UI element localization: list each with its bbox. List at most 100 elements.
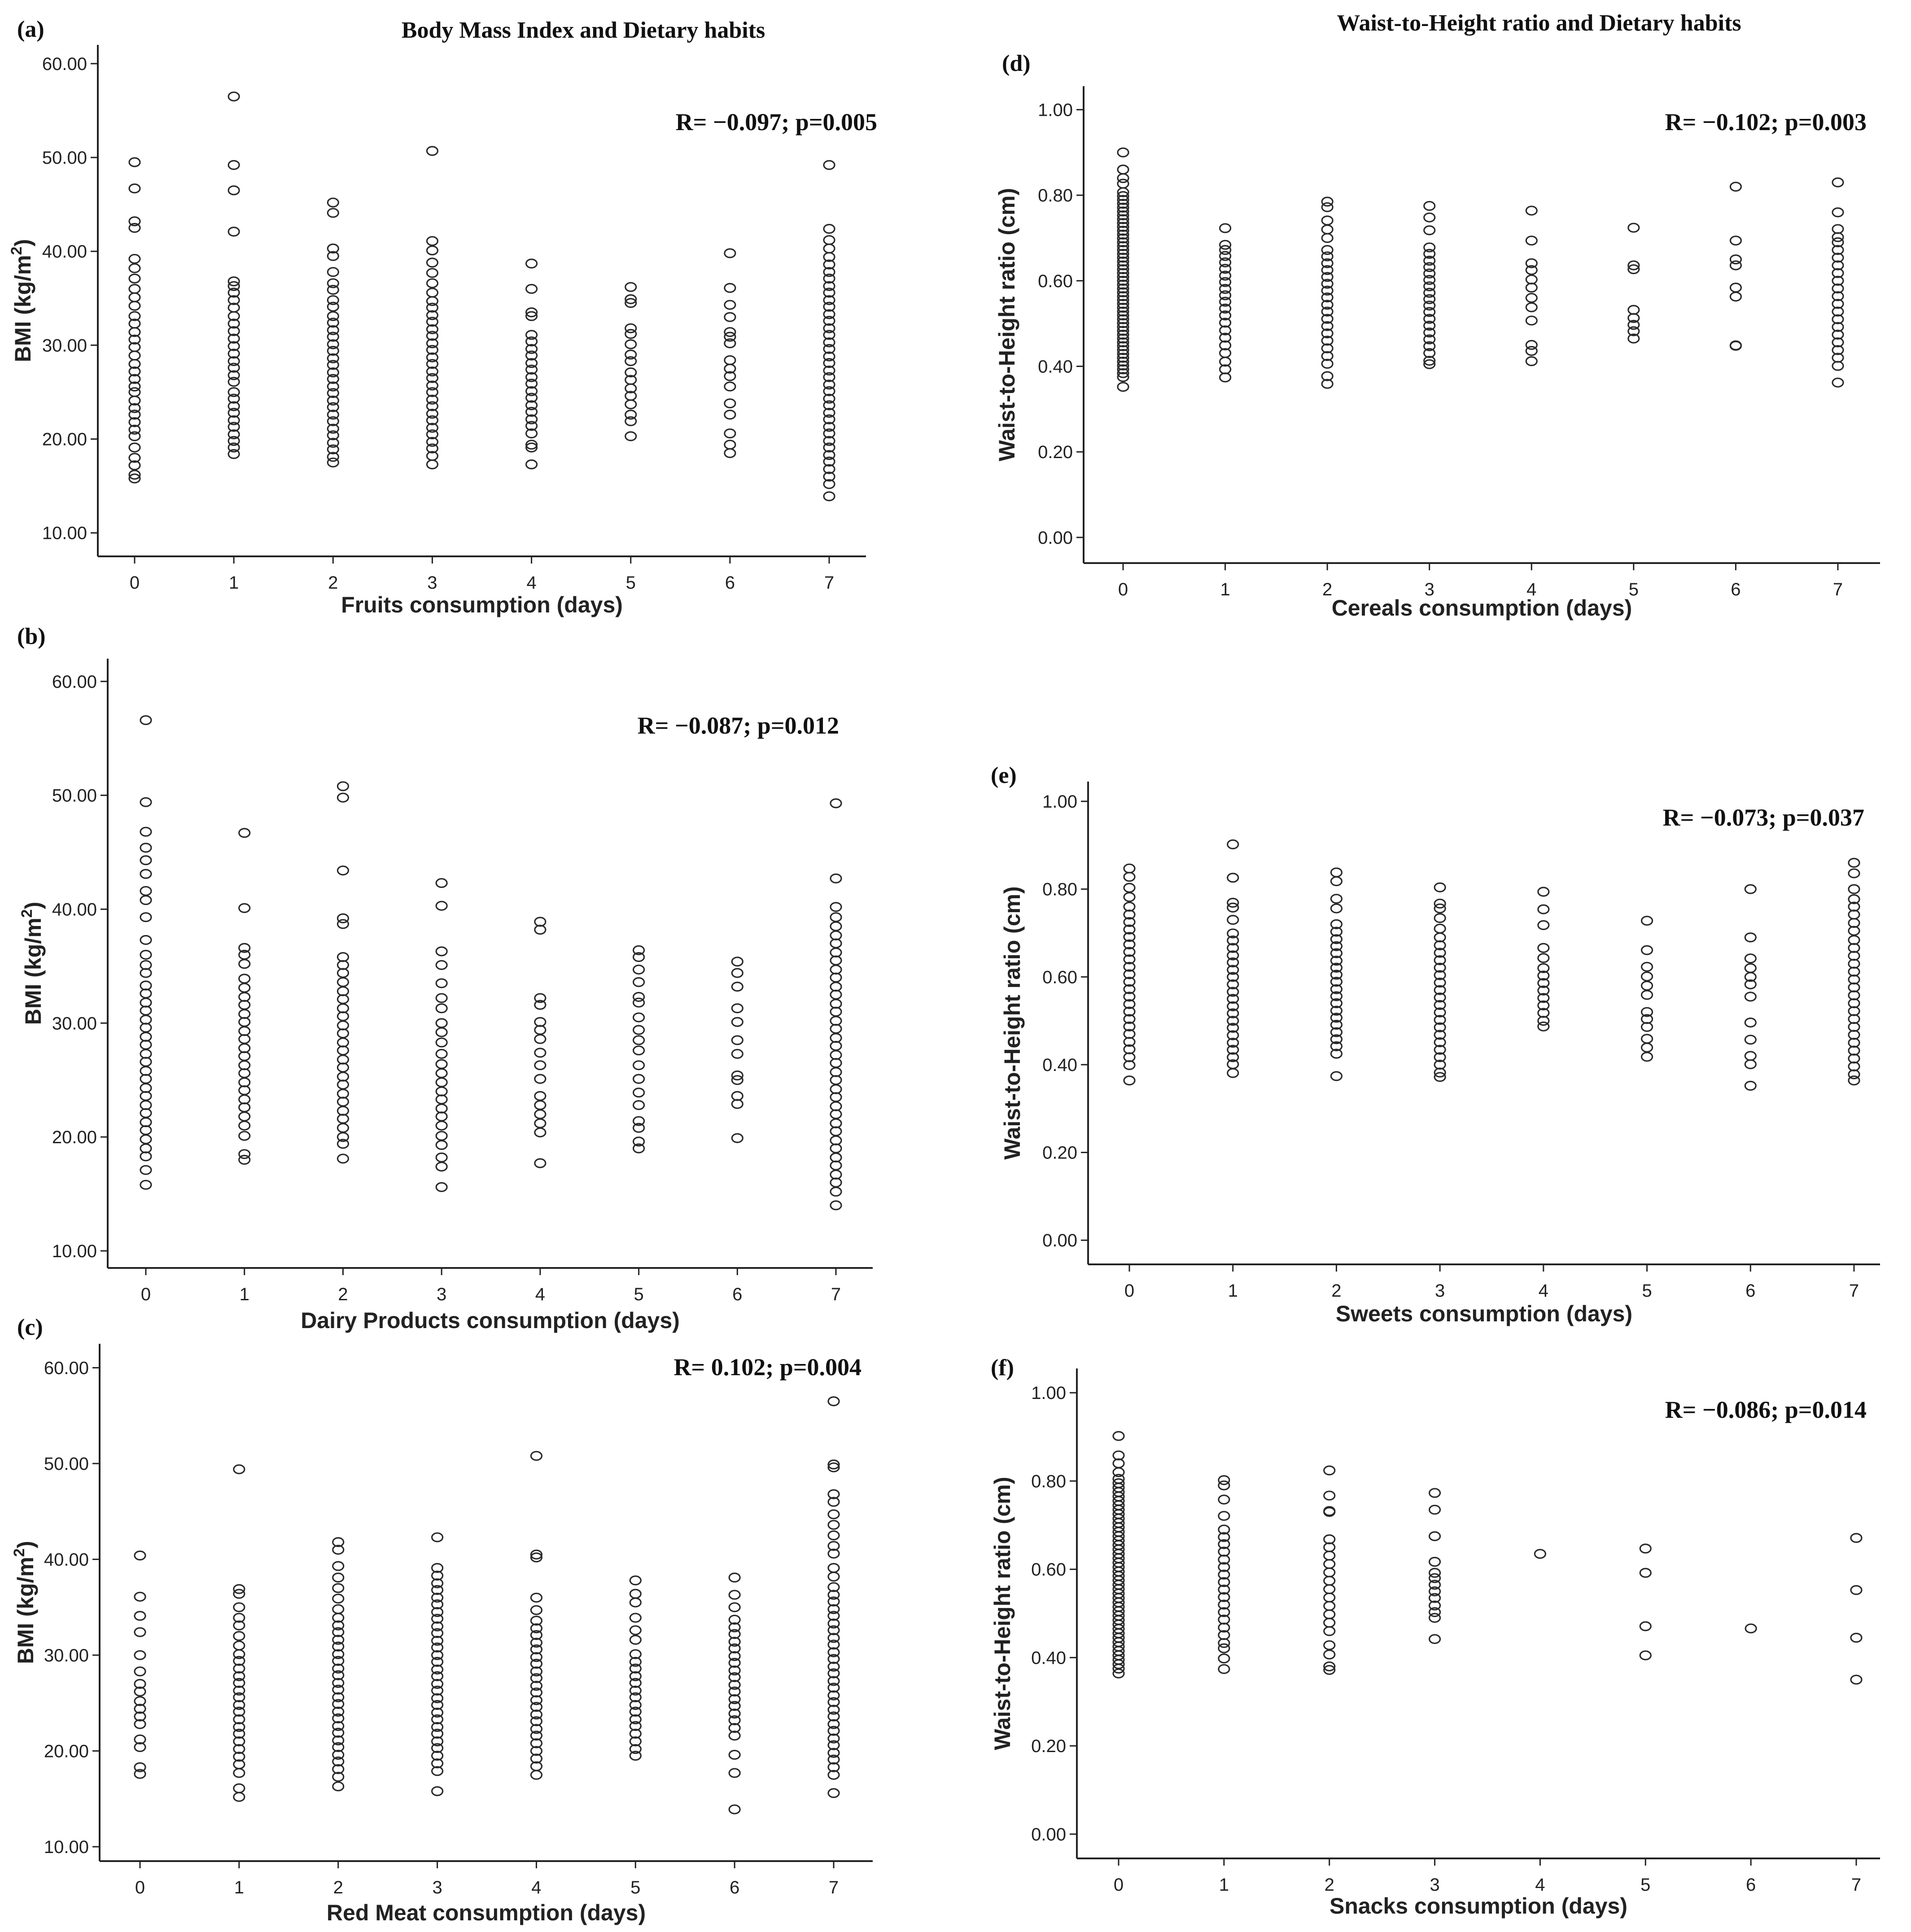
data-point bbox=[1112, 1473, 1125, 1484]
data-point bbox=[1627, 319, 1640, 330]
data-point bbox=[1227, 1045, 1239, 1055]
correlation-annotation: R= −0.097; p=0.005 bbox=[676, 109, 877, 136]
data-point bbox=[1117, 275, 1129, 286]
data-point bbox=[1117, 322, 1129, 332]
data-point bbox=[830, 1067, 842, 1077]
data-point bbox=[1330, 948, 1343, 958]
data-point bbox=[1218, 1664, 1230, 1674]
data-point bbox=[337, 1003, 350, 1014]
data-point bbox=[233, 1752, 245, 1762]
data-point bbox=[1112, 1478, 1125, 1488]
data-point bbox=[426, 387, 439, 398]
data-point bbox=[1321, 358, 1334, 369]
data-point bbox=[140, 1165, 152, 1175]
data-point bbox=[1428, 1573, 1441, 1583]
data-point bbox=[1423, 249, 1436, 259]
data-point bbox=[233, 1464, 245, 1474]
data-point bbox=[1323, 1534, 1336, 1544]
data-point bbox=[435, 993, 448, 1003]
data-point bbox=[1832, 337, 1844, 348]
data-point bbox=[327, 444, 339, 455]
data-point bbox=[238, 1000, 251, 1010]
data-point bbox=[426, 268, 439, 278]
data-point bbox=[827, 1726, 840, 1736]
data-point bbox=[530, 1746, 543, 1756]
data-point bbox=[1434, 882, 1446, 892]
data-point bbox=[435, 1152, 448, 1163]
data-point bbox=[1627, 326, 1640, 337]
data-point bbox=[728, 1680, 741, 1690]
data-point bbox=[1123, 976, 1136, 987]
data-point bbox=[435, 960, 448, 970]
data-point bbox=[1219, 284, 1232, 294]
data-point bbox=[238, 943, 251, 953]
data-point bbox=[728, 1643, 741, 1654]
data-point bbox=[1117, 191, 1129, 201]
data-point bbox=[830, 1186, 842, 1197]
data-point bbox=[134, 1696, 146, 1706]
data-point bbox=[1434, 923, 1446, 934]
data-point bbox=[1434, 903, 1446, 914]
data-point bbox=[823, 259, 835, 270]
data-point bbox=[823, 344, 835, 354]
x-tick-label: 3 bbox=[432, 1878, 442, 1897]
data-point bbox=[1640, 945, 1653, 955]
data-point bbox=[728, 1657, 741, 1668]
data-point bbox=[435, 1018, 448, 1028]
data-point bbox=[827, 1530, 840, 1541]
data-point bbox=[128, 403, 141, 413]
data-point bbox=[327, 345, 339, 356]
data-point bbox=[431, 1671, 444, 1682]
data-point bbox=[233, 1678, 245, 1688]
data-point bbox=[525, 258, 538, 269]
data-point bbox=[140, 1014, 152, 1025]
data-point bbox=[337, 1054, 350, 1065]
data-point bbox=[1219, 257, 1232, 267]
data-point bbox=[1729, 236, 1742, 246]
data-point bbox=[827, 1748, 840, 1758]
data-point bbox=[625, 391, 637, 401]
x-tick-label: 1 bbox=[1219, 1875, 1229, 1895]
data-point bbox=[1219, 372, 1232, 383]
data-point bbox=[337, 781, 350, 791]
data-point bbox=[128, 284, 141, 294]
data-point bbox=[534, 1091, 547, 1101]
data-point bbox=[140, 1049, 152, 1059]
data-point bbox=[1219, 303, 1232, 314]
data-point bbox=[629, 1700, 642, 1710]
data-point bbox=[728, 1672, 741, 1683]
panel-label: (a) bbox=[17, 17, 44, 42]
data-point bbox=[1321, 314, 1334, 324]
data-point bbox=[724, 338, 736, 349]
x-tick-label: 6 bbox=[732, 1285, 742, 1304]
data-point bbox=[233, 1744, 245, 1754]
data-point bbox=[1832, 207, 1844, 218]
data-point bbox=[1848, 868, 1860, 879]
data-point bbox=[724, 355, 736, 365]
data-point bbox=[823, 223, 835, 234]
data-point bbox=[327, 353, 339, 363]
data-point bbox=[1227, 935, 1239, 946]
data-point bbox=[332, 1544, 345, 1555]
data-point bbox=[128, 387, 141, 398]
data-point bbox=[1321, 279, 1334, 289]
data-point bbox=[830, 798, 842, 809]
data-point bbox=[629, 1685, 642, 1696]
data-point bbox=[1117, 337, 1129, 348]
data-point bbox=[426, 443, 439, 454]
data-point bbox=[530, 1702, 543, 1712]
data-point bbox=[1227, 979, 1239, 990]
data-point bbox=[625, 356, 637, 367]
data-point bbox=[327, 325, 339, 335]
correlation-annotation: R= 0.102; p=0.004 bbox=[673, 1354, 861, 1381]
data-point bbox=[140, 988, 152, 999]
data-point bbox=[238, 949, 251, 960]
data-point bbox=[1117, 264, 1129, 275]
data-point bbox=[332, 1620, 345, 1630]
data-points bbox=[1112, 1431, 1863, 1685]
data-point bbox=[827, 1582, 840, 1592]
data-point bbox=[632, 1025, 645, 1035]
data-point bbox=[337, 919, 350, 929]
data-point bbox=[530, 1666, 543, 1677]
data-point bbox=[1744, 1080, 1757, 1091]
